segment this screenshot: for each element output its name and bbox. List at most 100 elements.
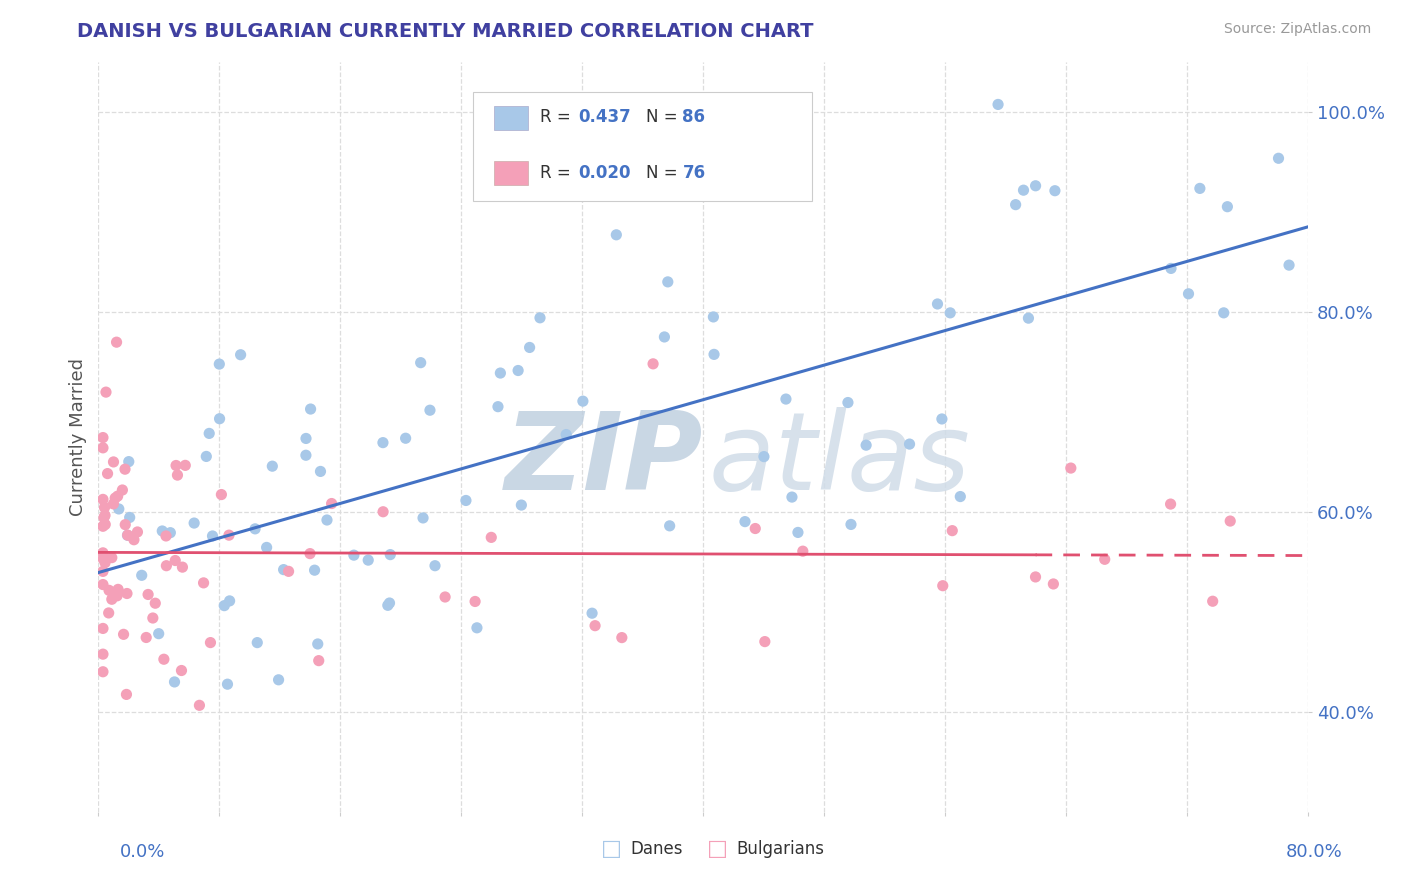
Point xyxy=(837,395,859,409)
Point xyxy=(91,622,114,636)
Point xyxy=(131,568,153,582)
Text: Danes: Danes xyxy=(630,840,682,858)
Point xyxy=(195,450,218,464)
Point xyxy=(101,550,124,565)
Point xyxy=(703,347,725,361)
Point xyxy=(150,524,173,538)
Point xyxy=(380,548,402,562)
Point xyxy=(775,392,797,406)
Point xyxy=(193,575,215,590)
Point xyxy=(610,631,633,645)
Point xyxy=(165,458,187,473)
Point xyxy=(357,553,380,567)
Point xyxy=(103,497,125,511)
Point xyxy=(454,493,477,508)
Point xyxy=(91,577,114,591)
Point xyxy=(208,357,231,371)
Point xyxy=(209,487,232,501)
Text: 0.437: 0.437 xyxy=(578,108,631,126)
Text: Bulgarians: Bulgarians xyxy=(737,840,825,858)
Point xyxy=(1278,258,1301,272)
Text: R =: R = xyxy=(540,163,576,182)
Point xyxy=(316,513,339,527)
Point xyxy=(307,637,329,651)
Point xyxy=(464,594,486,608)
Point xyxy=(183,516,205,530)
Y-axis label: Currently Married: Currently Married xyxy=(69,358,87,516)
Point xyxy=(299,547,322,561)
Point xyxy=(155,558,177,573)
Point xyxy=(752,450,775,464)
Point xyxy=(1267,151,1289,165)
Point xyxy=(198,426,221,441)
Point xyxy=(107,502,129,516)
Point xyxy=(295,432,318,446)
Point xyxy=(277,565,299,579)
Point xyxy=(529,310,551,325)
Point xyxy=(1188,181,1211,195)
Point xyxy=(218,528,240,542)
Point xyxy=(434,590,457,604)
Point xyxy=(118,510,141,524)
Point xyxy=(409,356,432,370)
Point xyxy=(949,490,972,504)
Point xyxy=(304,563,326,577)
Point xyxy=(1094,552,1116,566)
Point xyxy=(91,492,114,507)
Point xyxy=(91,565,114,579)
Point xyxy=(104,491,127,505)
Point xyxy=(855,438,877,452)
Text: atlas: atlas xyxy=(709,407,972,512)
Point xyxy=(510,498,533,512)
Point xyxy=(93,500,115,515)
Point xyxy=(927,297,949,311)
Point xyxy=(394,431,416,445)
Point xyxy=(744,522,766,536)
Point xyxy=(581,606,603,620)
Point xyxy=(170,664,193,678)
FancyBboxPatch shape xyxy=(494,161,527,185)
Point xyxy=(1042,577,1064,591)
Text: 0.020: 0.020 xyxy=(578,163,631,182)
Point xyxy=(486,400,509,414)
Point xyxy=(91,431,114,445)
Point xyxy=(165,553,187,567)
Point xyxy=(377,599,399,613)
Point xyxy=(142,611,165,625)
Point xyxy=(932,579,955,593)
Point xyxy=(1024,570,1046,584)
Point xyxy=(91,552,114,566)
Point xyxy=(1160,497,1182,511)
Point xyxy=(91,441,114,455)
Point xyxy=(295,448,318,462)
Point xyxy=(308,654,330,668)
Point xyxy=(97,606,120,620)
Point xyxy=(94,517,117,532)
Point xyxy=(218,594,240,608)
Point xyxy=(105,335,128,350)
Point xyxy=(309,465,332,479)
Point xyxy=(91,665,114,679)
Point xyxy=(508,363,530,377)
Text: N =: N = xyxy=(647,108,683,126)
Point xyxy=(117,528,139,542)
Point xyxy=(172,560,194,574)
Point xyxy=(243,522,266,536)
Point xyxy=(605,227,627,242)
Point xyxy=(163,675,186,690)
Point xyxy=(931,412,953,426)
Point xyxy=(702,310,724,324)
Point xyxy=(1219,514,1241,528)
Point xyxy=(115,687,138,701)
Point xyxy=(155,529,177,543)
Point xyxy=(94,508,117,523)
Point xyxy=(939,306,962,320)
Point xyxy=(321,496,343,510)
Point xyxy=(489,366,512,380)
Text: □: □ xyxy=(707,839,727,859)
Point xyxy=(200,635,222,649)
Point xyxy=(166,468,188,483)
Point xyxy=(256,541,278,555)
Point xyxy=(91,519,114,533)
Point xyxy=(898,437,921,451)
